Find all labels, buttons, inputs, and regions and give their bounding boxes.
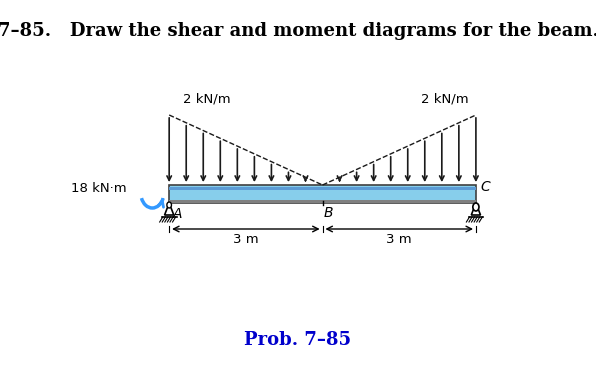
Text: 2 kN/m: 2 kN/m (183, 92, 231, 105)
Text: 18 kN·m: 18 kN·m (72, 182, 127, 195)
Bar (169, 200, 476, 203)
Bar (169, 187, 476, 190)
Text: 2 kN/m: 2 kN/m (421, 92, 468, 105)
Text: B: B (324, 206, 334, 220)
Bar (169, 185, 476, 203)
Text: A: A (173, 207, 182, 221)
Text: 3 m: 3 m (386, 233, 412, 246)
Circle shape (473, 203, 479, 211)
Polygon shape (164, 203, 174, 215)
Text: 3 m: 3 m (233, 233, 259, 246)
Circle shape (167, 202, 172, 208)
Text: Prob. 7–85: Prob. 7–85 (244, 331, 352, 349)
Text: 7–85.   Draw the shear and moment diagrams for the beam.: 7–85. Draw the shear and moment diagrams… (0, 22, 596, 40)
Polygon shape (471, 203, 480, 215)
Text: C: C (480, 180, 491, 194)
